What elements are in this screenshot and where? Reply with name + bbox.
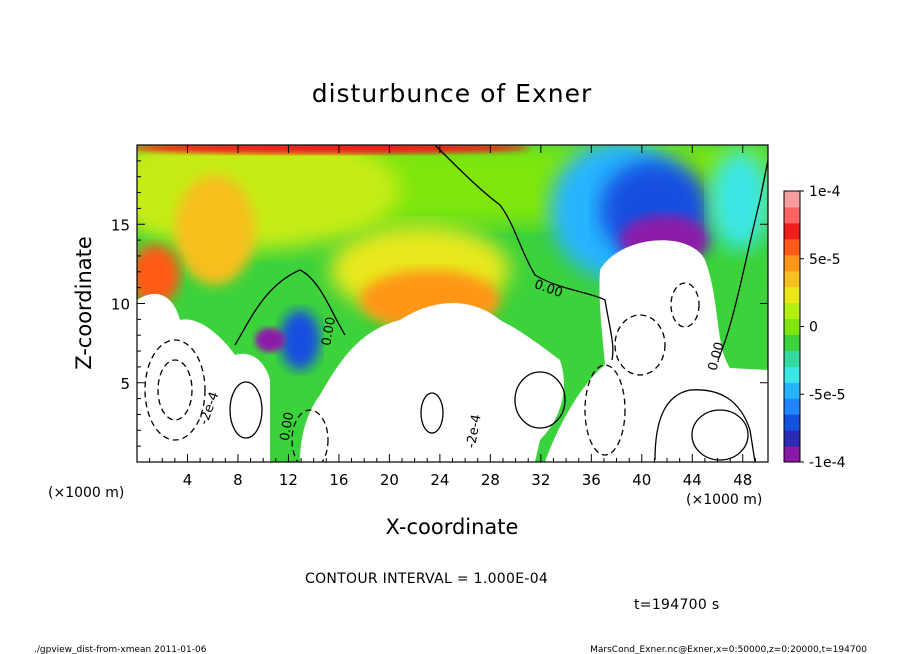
- contour-right-inner: [691, 409, 749, 461]
- contour-label-layer: 0.000.000.000.00-2e-4-2e-4: [197, 277, 728, 449]
- colorbar-swatch: [784, 382, 800, 399]
- neg-contour-left-2: [157, 359, 193, 421]
- x-tick-label: 48: [733, 471, 752, 489]
- neg-contour-left-1: [144, 339, 206, 441]
- colorbar-swatch: [784, 286, 800, 304]
- y-tick-label: 5: [120, 375, 130, 393]
- y-scale-note: (×1000 m): [48, 485, 124, 501]
- colorbar-swatch: [784, 254, 800, 272]
- white-region-mid: [300, 303, 564, 462]
- colorbar-swatch: [784, 446, 800, 463]
- x-axis-title: X-coordinate: [386, 515, 519, 539]
- colorbar-swatch: [784, 206, 800, 224]
- x-tick-label: 40: [632, 471, 651, 489]
- colorbar-swatch: [784, 350, 800, 367]
- contour-interval: CONTOUR INTERVAL = 1.000E-04: [305, 571, 548, 587]
- colorbar-tick-label: 5e-5: [809, 252, 840, 268]
- neg-contour-bottom-2: [291, 409, 329, 462]
- colorbar-swatch: [784, 302, 800, 320]
- contour-closed-right: [514, 371, 566, 429]
- x-tick-label: 32: [531, 471, 550, 489]
- contour-label: 0.00: [319, 316, 339, 347]
- contour-label: -2e-4: [464, 413, 485, 449]
- footer-left: ./gpview_dist-from-xmean 2011-01-06: [34, 645, 207, 654]
- zero-contour-upper: [434, 145, 614, 361]
- x-tick-label: 16: [329, 471, 348, 489]
- contour-lines: [229, 145, 768, 462]
- colorbar-tick-label: 0: [809, 320, 818, 336]
- x-scale-note: (×1000 m): [686, 492, 762, 508]
- x-tick-label: 28: [481, 471, 500, 489]
- x-axis: 4 8 12 16 20 24 28 32 36 40 44 48: [149, 145, 756, 489]
- white-region-right: [545, 240, 768, 462]
- field-left-blue: [280, 310, 320, 370]
- neg-contour-center-2: [670, 282, 700, 328]
- x-tick-label: 36: [582, 471, 601, 489]
- chart-title: disturbunce of Exner: [312, 79, 593, 108]
- contour-lines-negative: [144, 282, 700, 462]
- x-tick-label: 4: [183, 471, 193, 489]
- colorbar-swatch: [784, 238, 800, 256]
- zero-contour-right: [717, 159, 768, 361]
- y-axis: 5 10 15: [111, 160, 768, 447]
- field-left-purple: [255, 328, 285, 352]
- colorbar-swatch: [784, 191, 800, 208]
- plot-area: 0.000.000.000.00-2e-4-2e-4: [137, 145, 768, 462]
- y-axis-title: Z-coordinate: [72, 236, 96, 370]
- colorbar-tick-label: -1e-4: [809, 455, 846, 471]
- zero-contour-left: [234, 269, 346, 346]
- colorbar-tick-label: -5e-5: [809, 387, 846, 403]
- time-stamp: t=194700 s: [634, 597, 719, 613]
- field-right-top-cyan: [710, 150, 768, 250]
- y-tick-label: 15: [111, 216, 130, 234]
- colorbar-swatch: [784, 318, 800, 335]
- neg-contour-center-1: [614, 314, 666, 376]
- neg-contour-bottom-1: [584, 364, 626, 456]
- colorbar-swatch: [784, 366, 800, 383]
- contour-label: 0.00: [706, 341, 728, 373]
- x-tick-label: 24: [430, 471, 449, 489]
- colorbar-swatch: [784, 270, 800, 288]
- field-left-red: [137, 245, 180, 305]
- contour-right-lower: [654, 389, 756, 462]
- colorbar-swatch: [784, 414, 800, 431]
- colorbar-tick-label: 1e-4: [809, 184, 841, 200]
- x-tick-label: 12: [279, 471, 298, 489]
- colorbar-swatch: [784, 398, 800, 415]
- colorbar: 1e-4 5e-5 0 -5e-5 -1e-4: [783, 184, 846, 471]
- colorbar-swatch: [784, 334, 800, 351]
- y-tick-label: 10: [111, 296, 130, 314]
- contour-closed-mid: [420, 392, 444, 434]
- contour-closed-left: [229, 381, 263, 439]
- colorbar-swatch: [784, 430, 800, 447]
- field-top-stripe: [137, 145, 530, 154]
- field-top-left-orange: [175, 175, 255, 285]
- x-tick-label: 20: [380, 471, 399, 489]
- x-tick-label: 8: [233, 471, 243, 489]
- footer-right: MarsCond_Exner.nc@Exner,x=0:50000,z=0:20…: [590, 645, 867, 654]
- contour-label: 0.00: [278, 411, 298, 442]
- x-tick-label: 44: [683, 471, 702, 489]
- colorbar-swatch: [784, 222, 800, 240]
